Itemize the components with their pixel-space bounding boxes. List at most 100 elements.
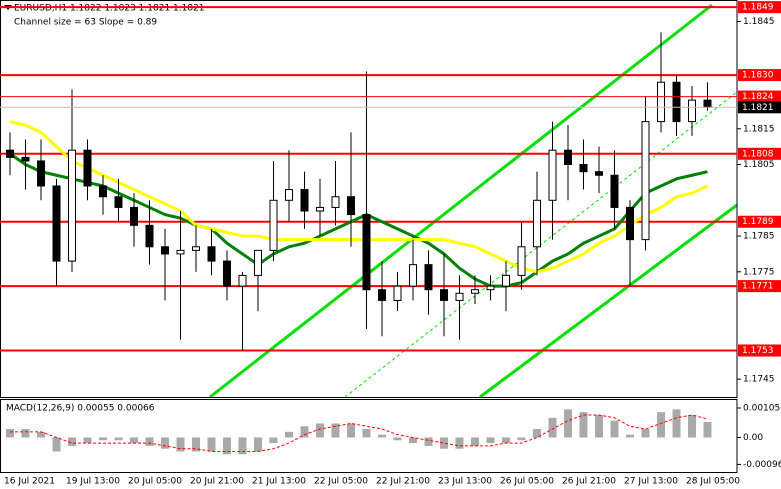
- level-label: 1.1830: [742, 71, 774, 81]
- macd-bar: [657, 412, 665, 438]
- level-label: 1.1771: [742, 282, 774, 292]
- level-label-box: [738, 344, 781, 357]
- candle-body: [300, 189, 309, 212]
- candle-body: [455, 292, 464, 301]
- level-label-box: [738, 1, 781, 14]
- candle-body: [409, 264, 417, 287]
- candle-body: [223, 260, 231, 287]
- macd-bar: [440, 437, 448, 449]
- candle-body: [672, 81, 681, 123]
- candle-body: [21, 156, 30, 162]
- candle-body: [145, 224, 154, 248]
- candle-body: [548, 149, 557, 201]
- macd-bar: [68, 437, 76, 446]
- candle-body: [52, 185, 61, 262]
- candle-body: [161, 246, 169, 255]
- candle-body: [641, 121, 650, 241]
- macd-bar: [316, 423, 324, 438]
- macd-bar: [21, 429, 30, 438]
- x-tick-label: 23 Jul 13:00: [438, 477, 492, 487]
- macd-bar: [130, 437, 138, 444]
- macd-bar: [424, 437, 433, 446]
- macd-bar: [300, 426, 309, 438]
- main-pane-frame: [0, 0, 738, 398]
- channel-upper: [209, 3, 713, 399]
- macd-bar: [52, 437, 61, 452]
- y-tick-label: 1.1845: [743, 17, 775, 27]
- candle-body: [254, 249, 262, 276]
- y-tick-label: 1.1805: [743, 160, 775, 170]
- macd-bar: [192, 437, 200, 452]
- candle-body: [393, 285, 402, 301]
- x-tick-label: 19 Jul 13:00: [66, 477, 120, 487]
- candle-body: [130, 206, 138, 226]
- macd-bar: [533, 429, 541, 438]
- candle-body: [502, 274, 510, 287]
- candle-body: [207, 246, 216, 262]
- macd-bar: [285, 431, 293, 438]
- candle-body: [517, 246, 526, 276]
- macd-bar: [223, 437, 231, 455]
- candle-body: [347, 196, 355, 216]
- moving-average: [9, 120, 709, 274]
- macd-bar: [161, 437, 169, 449]
- candle-body: [269, 199, 278, 251]
- candle-body: [657, 81, 665, 123]
- macd-bar: [83, 437, 92, 444]
- macd-bar: [548, 417, 557, 438]
- candle-body: [285, 189, 293, 201]
- candle-body: [37, 160, 45, 187]
- macd-bar: [6, 429, 14, 438]
- candle-body: [626, 206, 634, 241]
- candle-body: [688, 99, 696, 123]
- channel-lower: [479, 203, 738, 399]
- macd-bar: [393, 437, 402, 441]
- macd-bar: [254, 437, 262, 452]
- macd-bar: [238, 437, 247, 455]
- price-label-box: [738, 101, 781, 114]
- level-label: 1.1808: [742, 149, 774, 159]
- moving-average: [9, 152, 708, 288]
- macd-bar: [455, 437, 464, 449]
- candle-body: [362, 214, 371, 291]
- macd-bar: [378, 434, 386, 438]
- macd-bar: [579, 412, 588, 438]
- macd-bar: [37, 431, 45, 438]
- level-label: 1.1849: [742, 3, 774, 13]
- x-tick-label: 21 Jul 13:00: [252, 477, 306, 487]
- macd-bar: [703, 422, 712, 438]
- x-tick-label: 26 Jul 05:00: [500, 477, 554, 487]
- price-label-box: [738, 90, 781, 103]
- price-label: 1.1824: [742, 92, 774, 102]
- candle-body: [114, 196, 123, 208]
- y-tick-label: 0.00: [743, 433, 763, 443]
- price-label: 1.1821: [742, 103, 774, 113]
- macd-bar: [641, 429, 650, 438]
- macd-pane-frame: [0, 399, 738, 473]
- level-label: 1.1789: [742, 217, 774, 227]
- candle-body: [316, 206, 324, 212]
- macd-bar: [502, 437, 510, 444]
- macd-bar: [595, 415, 603, 438]
- y-tick-label: 1.1815: [743, 124, 775, 134]
- x-tick-label: 26 Jul 21:00: [562, 477, 616, 487]
- y-tick-label: 1.1785: [743, 232, 775, 242]
- macd-label: MACD(12,26,9) 0.00055 0.00066: [6, 404, 155, 414]
- macd-bar: [672, 409, 681, 438]
- macd-bar: [145, 437, 154, 446]
- candle-body: [703, 99, 712, 108]
- macd-bar: [688, 415, 696, 438]
- candle-body: [486, 285, 495, 291]
- y-tick-label: -0.00096: [743, 460, 781, 470]
- macd-bar: [114, 437, 123, 441]
- candle-body: [68, 149, 76, 262]
- candle-body: [331, 196, 340, 208]
- candle-body: [238, 274, 247, 287]
- candle-body: [471, 289, 479, 294]
- x-tick-label: 22 Jul 05:00: [314, 477, 368, 487]
- candle-body: [595, 171, 603, 176]
- candle-body: [99, 185, 107, 198]
- candle-body: [6, 149, 14, 158]
- y-tick-label: 0.00105: [743, 403, 780, 413]
